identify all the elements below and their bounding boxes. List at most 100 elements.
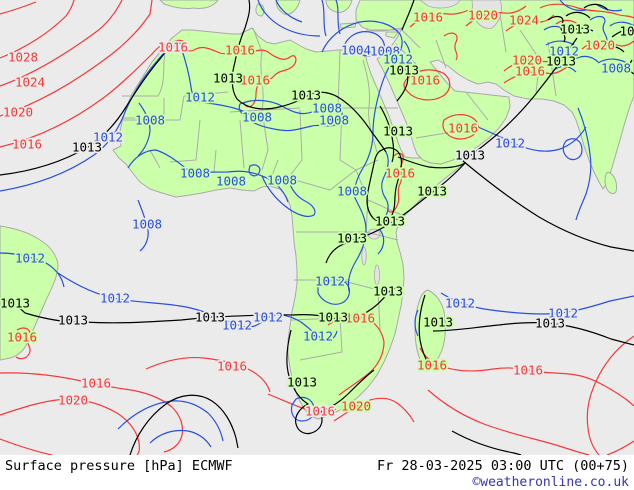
- isobar-label-1008: 1008: [337, 184, 367, 199]
- credit-link[interactable]: ©weatheronline.co.uk: [472, 475, 629, 490]
- isobar-line: [327, 315, 385, 396]
- isobar-line: [248, 164, 261, 177]
- isobar-label-1016: 1016: [158, 40, 188, 55]
- isobar-line: [547, 15, 566, 43]
- isobar-label-10: 10: [619, 24, 634, 39]
- isobar-line: [0, 298, 26, 314]
- isobar-label-1013: 1013: [383, 124, 413, 139]
- isobar-line: [599, 45, 625, 53]
- isobar-line: [0, 43, 176, 176]
- isobar-line: [0, 438, 53, 455]
- isobar-line: [0, 252, 65, 288]
- isobar-line: [427, 389, 590, 455]
- isobar-label-1013: 1013: [58, 313, 88, 328]
- isobar-line: [477, 126, 587, 152]
- isobar-line: [581, 40, 634, 50]
- isobar-label-1008: 1008: [180, 166, 210, 181]
- isobar-line: [231, 0, 387, 153]
- isobar-label-1020: 1020: [58, 393, 88, 408]
- isobar-label-1016: 1016: [7, 330, 37, 345]
- isobar-label-1012: 1012: [303, 329, 333, 344]
- nile-river: [362, 59, 378, 153]
- cyprus-island: [385, 31, 399, 39]
- isobar-label-1013: 1013: [546, 54, 576, 69]
- eurasia-landmass: [355, 0, 634, 190]
- black-sea: [419, 0, 461, 9]
- isobar-line: [629, 59, 634, 75]
- isobar-label-1004: 1004: [341, 43, 371, 58]
- isobar-line: [180, 46, 262, 124]
- isobar-line: [0, 42, 182, 192]
- isobar-line: [257, 0, 321, 37]
- isobar-label-1008: 1008: [319, 113, 349, 128]
- isobar-line: [137, 199, 149, 252]
- isobar-label-1012: 1012: [315, 274, 345, 289]
- isobar-line: [0, 0, 153, 117]
- isobar-label-1020: 1020: [3, 105, 33, 120]
- isobar-label-1008: 1008: [242, 110, 272, 125]
- isobar-line: [465, 5, 527, 27]
- isobar-label-1008: 1008: [370, 44, 400, 59]
- isobar-line: [333, 397, 415, 423]
- isobar-line: [543, 25, 569, 33]
- isobar-line: [586, 335, 634, 455]
- isobar-line: [573, 55, 599, 63]
- africa-landmass: [112, 27, 467, 420]
- isobar-line: [149, 429, 212, 448]
- isobar-line: [443, 32, 458, 61]
- isobars-black-layer: [0, 0, 634, 455]
- isobar-line: [611, 28, 634, 38]
- isobar-line: [0, 39, 297, 148]
- isobar-label-1016: 1016: [305, 404, 335, 419]
- isobar-label-1012: 1012: [100, 291, 130, 306]
- isobar-line: [261, 175, 316, 218]
- isobar-label-1016: 1016: [513, 363, 543, 378]
- isobar-label-1012: 1012: [253, 310, 283, 325]
- isobar-line: [321, 20, 403, 292]
- isobar-line: [377, 229, 385, 255]
- isobar-label-1016: 1016: [12, 137, 42, 152]
- isobar-line: [57, 272, 338, 341]
- isobar-label-1013: 1013: [213, 71, 243, 86]
- isobar-line: [539, 3, 634, 19]
- isobar-line: [343, 31, 385, 57]
- isobar-line: [442, 114, 479, 140]
- isobar-line: [440, 292, 634, 315]
- isobar-line: [335, 0, 341, 35]
- sri-lanka-island: [604, 171, 617, 195]
- isobar-label-1008: 1008: [216, 174, 246, 189]
- isobar-label-1028: 1028: [8, 50, 38, 65]
- isobar-line: [321, 0, 327, 37]
- isobar-line: [127, 149, 289, 203]
- isobar-label-1013: 1013: [291, 88, 321, 103]
- isobars-red-layer: [0, 0, 634, 455]
- isobar-line: [545, 40, 578, 48]
- isobar-line: [0, 372, 184, 453]
- isobar-label-1016: 1016: [217, 359, 247, 374]
- isobar-label-1013: 1013: [417, 184, 447, 199]
- isobar-line: [267, 393, 337, 413]
- isobar-line: [24, 287, 405, 324]
- isobar-line: [565, 11, 591, 19]
- isobar-label-1020: 1020: [512, 53, 542, 68]
- isobar-line: [15, 327, 31, 360]
- isobar-line: [562, 138, 583, 161]
- isobar-label-1020: 1020: [468, 8, 498, 23]
- isobar-label-1012: 1012: [15, 251, 45, 266]
- lake-tanganyika: [361, 246, 367, 266]
- isobar-label-1013: 1013: [373, 284, 403, 299]
- isobar-line: [0, 1, 37, 15]
- isobar-label-1016: 1016: [410, 73, 440, 88]
- isobar-line: [145, 356, 271, 393]
- isobar-line: [589, 15, 608, 45]
- isobar-line: [432, 322, 634, 346]
- isobar-label-2: 2: [396, 284, 404, 299]
- isobar-label-1008: 1008: [601, 61, 631, 76]
- isobar-line: [379, 105, 395, 163]
- isobar-label-1016: 1016: [515, 64, 545, 79]
- isobar-line: [462, 37, 578, 162]
- isobar-label-1016: 1016: [417, 358, 447, 373]
- isobar-line: [129, 394, 239, 455]
